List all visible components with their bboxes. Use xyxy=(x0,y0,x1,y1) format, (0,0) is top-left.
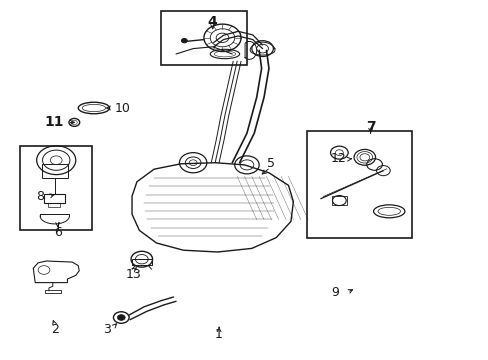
Text: 5: 5 xyxy=(267,157,275,170)
Bar xyxy=(306,131,411,238)
Bar xyxy=(161,11,246,65)
Text: 10: 10 xyxy=(114,102,130,114)
Bar xyxy=(20,146,92,230)
Bar xyxy=(41,164,68,178)
Text: 8: 8 xyxy=(36,190,44,203)
Bar xyxy=(331,196,346,205)
Circle shape xyxy=(181,39,187,43)
Text: 7: 7 xyxy=(365,120,375,134)
Circle shape xyxy=(117,315,125,320)
Text: 2: 2 xyxy=(51,323,59,336)
Text: 3: 3 xyxy=(102,323,110,336)
Bar xyxy=(45,290,61,293)
Text: 9: 9 xyxy=(330,286,338,299)
Bar xyxy=(48,203,60,207)
Text: 4: 4 xyxy=(207,15,217,28)
Text: 13: 13 xyxy=(125,268,141,281)
Text: 1: 1 xyxy=(215,328,223,341)
Text: 11: 11 xyxy=(44,116,63,129)
Text: 6: 6 xyxy=(54,226,61,239)
Bar xyxy=(132,259,151,265)
Text: 12: 12 xyxy=(330,152,346,165)
Bar xyxy=(44,194,64,203)
